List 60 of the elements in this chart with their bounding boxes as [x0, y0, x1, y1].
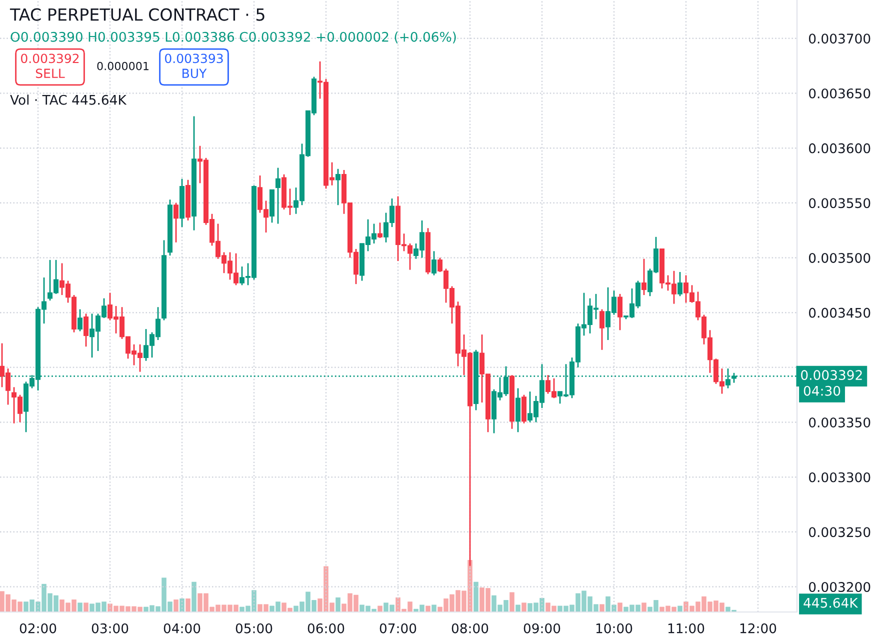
y-tick-label: 0.003200 — [808, 582, 870, 592]
candlestick — [275, 167, 281, 224]
candlestick — [335, 168, 341, 206]
bar — [192, 582, 196, 612]
candlestick — [515, 388, 521, 433]
y-tick-label: 0.003350 — [808, 417, 870, 428]
candlestick — [77, 308, 83, 332]
candlestick — [83, 312, 89, 348]
bar — [84, 602, 88, 612]
x-tick-label: 08:00 — [452, 623, 488, 634]
y-tick-label: 0.003300 — [808, 472, 870, 482]
bar — [336, 597, 340, 612]
candlestick — [617, 293, 622, 331]
y-tick-label: 0.003650 — [808, 88, 870, 98]
x-tick-label: 12:00 — [740, 623, 776, 634]
y-tick-label: 0.003450 — [808, 308, 870, 318]
y-tick-label: 0.003600 — [808, 143, 870, 154]
annotation: O0.003390 H0.003395 L0.003386 C0.003392 +0.000002 (+0.06%) — [10, 32, 456, 44]
candlestick — [599, 308, 604, 351]
bar — [678, 606, 682, 612]
bar — [78, 602, 82, 612]
x-tick-label: 04:00 — [164, 623, 200, 634]
bar — [516, 604, 520, 612]
x-tick-label: 11:00 — [668, 623, 704, 634]
x-tick-label: 06:00 — [308, 623, 344, 634]
text: 445.64K — [804, 598, 858, 608]
bar — [378, 606, 382, 612]
bar — [600, 604, 604, 612]
x-tick-label: 02:00 — [20, 623, 56, 634]
candlestick — [173, 202, 179, 244]
bar — [618, 602, 622, 612]
x-tick-label: 03:00 — [92, 623, 128, 634]
candlestick — [377, 222, 383, 239]
y-tick-label: 0.003250 — [808, 527, 870, 538]
bar — [642, 602, 646, 612]
bar — [180, 598, 184, 612]
x-tick-label: 10:00 — [596, 623, 632, 634]
x-tick-label: 07:00 — [380, 623, 416, 634]
y-tick-label: 0.003500 — [808, 252, 870, 263]
chart-title: TAC PERPETUAL CONTRACT · 5 — [10, 8, 264, 21]
annotation: 0.003392 SELL — [21, 54, 79, 78]
candlestick — [431, 250, 437, 276]
bar — [510, 592, 514, 612]
annotation: Vol · TAC 445.64K — [10, 94, 127, 105]
bar — [474, 582, 478, 612]
y-tick-label: 0.003700 — [808, 34, 870, 44]
candlestick — [677, 271, 683, 297]
bar — [426, 606, 430, 612]
candlestick — [641, 258, 647, 296]
bar — [432, 604, 436, 612]
x-tick-label: 09:00 — [524, 623, 560, 634]
text: 04:30 — [804, 386, 840, 396]
bar — [522, 602, 526, 612]
annotation: 0.000001 — [97, 62, 148, 70]
bar — [186, 598, 190, 612]
bar — [174, 600, 178, 612]
ref-line-label: 0.003392 — [801, 370, 862, 380]
y-tick-label: 0.003550 — [808, 198, 870, 208]
annotation: 0.003393 BUY — [165, 54, 223, 78]
x-tick-label: 05:00 — [236, 623, 272, 634]
